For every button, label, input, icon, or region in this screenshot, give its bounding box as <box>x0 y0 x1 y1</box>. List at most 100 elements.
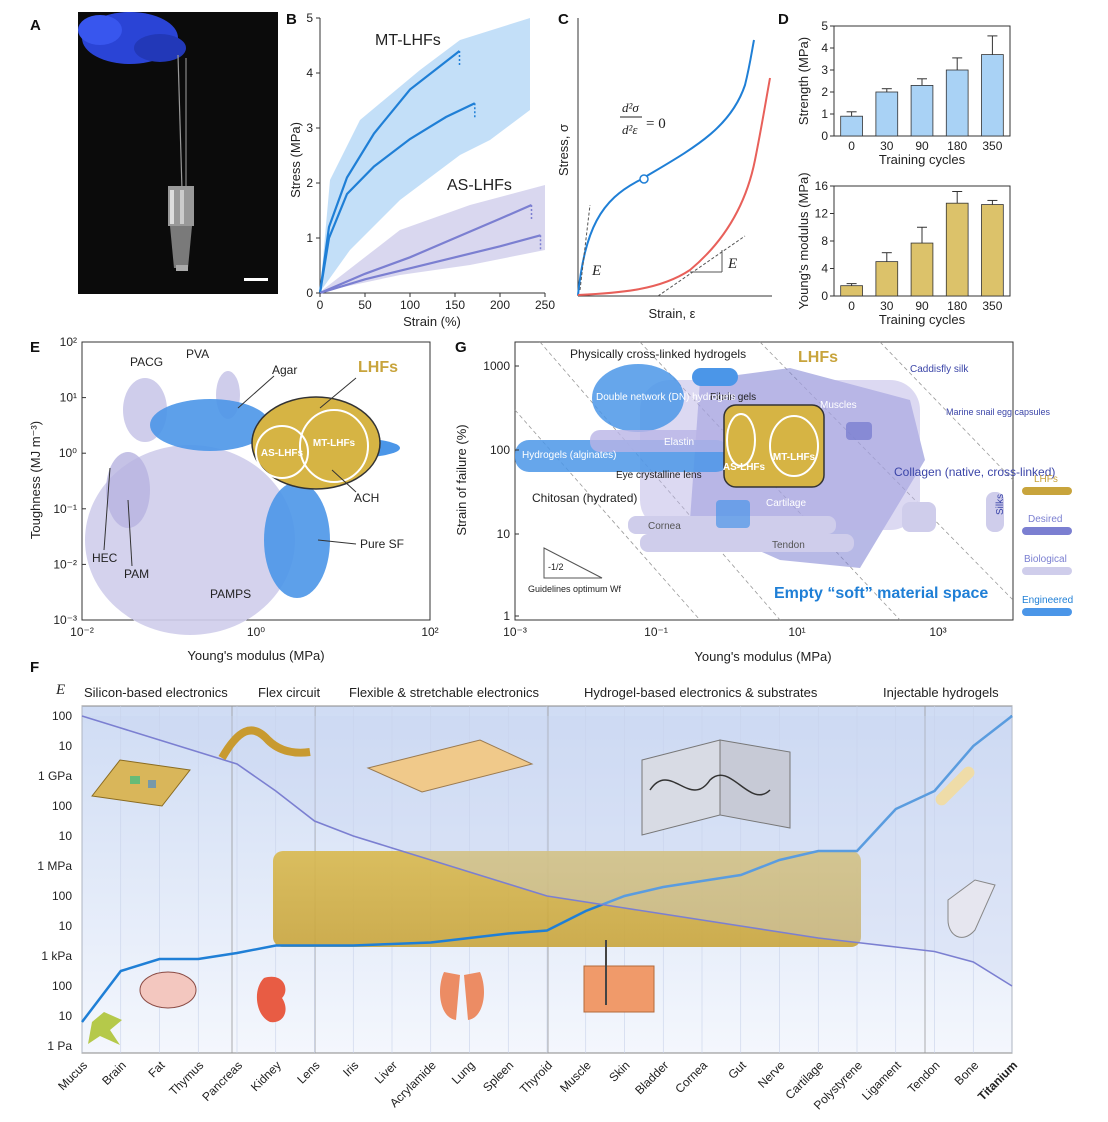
syringe-gel-icon <box>947 879 996 938</box>
d-xtick: 30 <box>880 299 894 313</box>
f-ytick: 10 <box>59 919 73 933</box>
bar <box>981 204 1004 297</box>
f-series-line <box>81 715 1013 1023</box>
chip-icon <box>91 759 191 807</box>
g-label-physical: Physically cross-linked hydrogels <box>570 347 746 361</box>
g-label-tendon: Tendon <box>772 540 805 551</box>
b-series-line <box>319 203 532 295</box>
g-legend: LHFs Desired Biological Engineered <box>1022 474 1073 616</box>
f-xtick: Thyroid <box>517 1058 555 1096</box>
c-xlabel: Strain, ε <box>649 306 696 321</box>
b-xtick: 0 <box>317 298 324 312</box>
f-region-stretchable: Flexible & stretchable electronics <box>349 685 540 700</box>
g-ytick: 1000 <box>483 359 510 373</box>
e-label-pam: PAM <box>124 567 149 581</box>
f-xtick: Lens <box>294 1058 322 1086</box>
panel-label-a: A <box>30 17 41 34</box>
f-ylabel: E <box>55 682 65 698</box>
e-label-as: AS-LHFs <box>261 448 304 459</box>
lung-icon <box>440 972 484 1020</box>
e-xtick: 10⁻² <box>70 625 94 639</box>
d-xtick: 0 <box>848 299 855 313</box>
f-xtick: Ligament <box>859 1058 904 1103</box>
e-label-agar: Agar <box>272 363 297 377</box>
mucus-icon <box>88 1012 122 1045</box>
b-ytick: 0 <box>306 286 313 300</box>
e-ytick: 10⁻³ <box>53 613 77 627</box>
g-label-elastin: Elastin <box>664 437 694 448</box>
e-label-lhfs: LHFs <box>358 359 398 376</box>
d-xtick: 90 <box>915 299 929 313</box>
f-region-injectable: Injectable hydrogels <box>883 685 999 700</box>
bone-icon <box>935 766 975 806</box>
f-xtick: Iris <box>340 1058 361 1079</box>
b-series-line <box>319 234 541 295</box>
f-xtick: Bone <box>952 1058 982 1088</box>
g-xtick: 10³ <box>929 625 946 639</box>
e-region-agar <box>150 399 270 451</box>
f-ytick: 100 <box>52 709 72 723</box>
g-label-hydrogels: Hydrogels (alginates) <box>522 450 617 461</box>
panel-f-chart: 100 10 1 GPa 100 10 1 MPa 100 10 1 kPa 100 10 1 Pa M… <box>37 682 1020 1112</box>
brain-icon <box>139 971 197 1009</box>
e-label-ach: ACH <box>354 491 379 505</box>
c-eq-rhs: = 0 <box>646 116 666 132</box>
d-xtick: 350 <box>982 299 1002 313</box>
e-xtick: 10² <box>421 625 438 639</box>
d-ytick: 4 <box>821 262 828 276</box>
b-series-line <box>318 50 461 294</box>
b-annot-mt: MT-LHFs <box>375 32 441 49</box>
b-xtick: 200 <box>490 298 510 312</box>
f-xtick: Gut <box>725 1058 749 1082</box>
g-label-as: AS-LHFs <box>723 462 766 473</box>
g-region-dn <box>592 364 684 432</box>
b-series-line <box>318 102 476 294</box>
g-region-lhfs <box>723 404 825 488</box>
d-xtick: 30 <box>880 139 894 153</box>
e-region-puresf <box>264 482 330 598</box>
d-ytick: 0 <box>821 289 828 303</box>
g-label-empty-space: Empty “soft” material space <box>774 585 988 602</box>
g-xtick: 10⁻³ <box>503 625 527 639</box>
c-ylabel: Stress, σ <box>556 124 571 176</box>
g-xtick: 10⁻¹ <box>644 625 668 639</box>
f-xtick: Cornea <box>672 1058 710 1096</box>
d-xtick: 180 <box>947 299 967 313</box>
f-illustrations <box>88 726 996 1045</box>
e-label-pamps: PAMPS <box>210 587 251 601</box>
bar <box>875 261 899 297</box>
panel-c-chart: E E d²σ d²ε = 0 Strain, ε Stress, σ <box>556 18 772 321</box>
g-legend-engineered: Engineered <box>1022 595 1073 606</box>
f-ytick: 1 MPa <box>37 859 72 873</box>
g-label-slope: -1/2 <box>548 562 564 572</box>
b-ytick: 2 <box>306 176 313 190</box>
d-xtick: 0 <box>848 139 855 153</box>
f-ytick: 10 <box>59 829 73 843</box>
f-xtick: Skin <box>606 1058 632 1084</box>
f-ytick: 100 <box>52 979 72 993</box>
panel-label-b: B <box>286 11 297 28</box>
bar <box>875 91 899 137</box>
b-ytick: 4 <box>306 66 313 80</box>
g-xlabel: Young's modulus (MPa) <box>694 649 831 664</box>
g-label-snail: Marine snail egg capsules <box>946 407 1051 417</box>
panel-d-top-chart: 0 30 90 180 350 0 1 2 3 4 5 Training cycles Strength… <box>796 19 1011 167</box>
panel-e-chart: AS-LHFs MT-LHFs LHFs PACG PVA Agar ACH H… <box>28 335 439 663</box>
f-xtick: Muscle <box>557 1058 594 1095</box>
e-label-pva: PVA <box>186 347 209 361</box>
d-xlabel: Training cycles <box>879 152 966 167</box>
bar <box>981 54 1004 137</box>
d-xlabel: Training cycles <box>879 312 966 327</box>
d-ytick: 5 <box>821 19 828 33</box>
d-ytick: 1 <box>821 107 828 121</box>
panel-label-e: E <box>30 339 40 356</box>
b-xlabel: Strain (%) <box>403 314 461 329</box>
e-ytick: 10¹ <box>60 391 77 405</box>
panel-label-f: F <box>30 659 39 676</box>
c-eq-num: d²σ <box>622 100 639 115</box>
e-ylabel: Toughness (MJ m⁻³) <box>28 421 43 539</box>
b-xtick: 50 <box>358 298 372 312</box>
g-ytick: 1 <box>503 609 510 623</box>
e-ytick: 10⁰ <box>59 446 77 460</box>
f-ytick: 1 Pa <box>47 1039 72 1053</box>
